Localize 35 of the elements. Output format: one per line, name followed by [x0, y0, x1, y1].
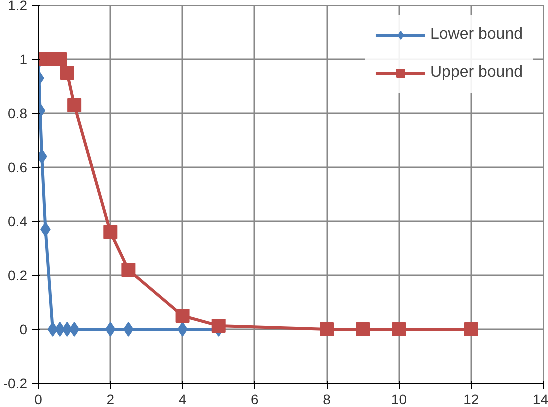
x-tick-label: 0: [34, 392, 43, 407]
point: [356, 322, 370, 336]
point: [48, 322, 58, 337]
x-tick-label: 10: [391, 392, 408, 407]
x-tick-label: 14: [532, 392, 548, 407]
legend-label: Lower bound: [430, 26, 523, 44]
point: [178, 322, 188, 337]
point: [124, 322, 134, 337]
point: [464, 322, 478, 336]
point: [320, 322, 334, 336]
point: [105, 322, 116, 337]
point: [122, 263, 136, 278]
y-tick-label: 0: [20, 322, 28, 338]
x-tick-label: 8: [323, 392, 332, 407]
point: [69, 322, 80, 337]
point: [60, 66, 74, 80]
point: [176, 309, 190, 323]
y-tick-label: 0.8: [8, 106, 28, 122]
y-tick-label: 0.6: [8, 160, 28, 176]
legend-label: Upper bound: [430, 64, 523, 82]
y-tick-label: 0.4: [8, 214, 28, 230]
y-tick-label: 1: [20, 52, 28, 68]
y-tick-label: 1.2: [8, 0, 28, 14]
point: [104, 225, 118, 240]
point: [392, 322, 406, 336]
point: [212, 318, 226, 333]
x-tick-label: 2: [106, 392, 115, 407]
x-tick-label: 6: [251, 392, 260, 407]
point: [68, 98, 82, 112]
point: [62, 322, 73, 337]
y-tick-label: -0.2: [3, 376, 28, 392]
x-tick-label: 4: [178, 392, 187, 407]
x-tick-label: 12: [464, 392, 480, 407]
y-tick-label: 0.2: [8, 268, 28, 284]
point: [54, 322, 66, 337]
